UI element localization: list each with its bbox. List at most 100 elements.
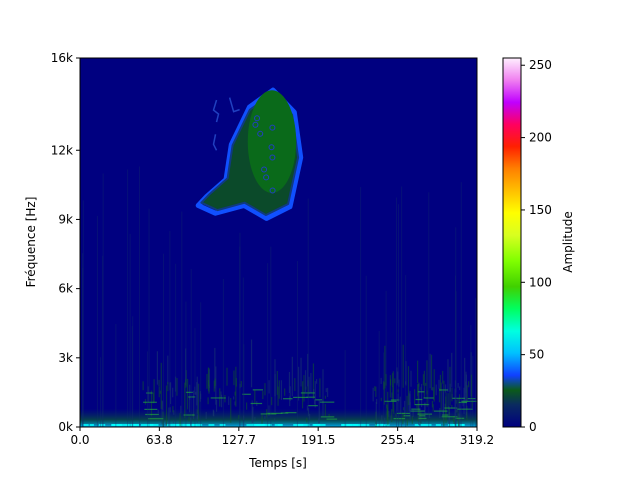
formant-streak — [417, 413, 432, 415]
harmonic-streak — [152, 392, 154, 404]
harmonic-streak — [384, 345, 386, 389]
harmonic-streak — [397, 393, 399, 403]
harmonic-streak — [173, 410, 175, 415]
harmonic-streak — [322, 399, 324, 403]
harmonic-streak — [298, 366, 300, 401]
harmonic-streak — [387, 391, 389, 402]
harmonic-streak — [188, 416, 190, 422]
harmonic-streak — [245, 402, 248, 410]
harmonic-streak — [470, 352, 472, 397]
formant-streak — [403, 415, 411, 417]
low-frequency-streak — [381, 424, 390, 426]
broadband-streak — [81, 253, 83, 427]
harmonic-streak — [307, 408, 310, 417]
broadband-streak — [242, 277, 244, 427]
harmonic-streak — [396, 402, 398, 412]
harmonic-streak — [165, 422, 167, 426]
spectrogram-plot — [79, 57, 478, 428]
blob-outer-contour — [195, 87, 304, 221]
x-tick-label: 255.4 — [380, 433, 414, 447]
colorbar-tick-label: 50 — [529, 348, 544, 362]
formant-streak — [210, 397, 226, 399]
speech-burst-region — [142, 339, 338, 427]
harmonic-streak — [318, 400, 320, 424]
harmonic-streak — [169, 382, 172, 405]
harmonic-streak — [420, 383, 423, 407]
harmonic-streak — [438, 388, 441, 403]
harmonic-streak — [462, 400, 464, 407]
blob-spot — [269, 154, 276, 161]
harmonic-streak — [147, 386, 149, 403]
harmonic-streak — [392, 373, 394, 388]
harmonic-streak — [456, 408, 458, 412]
blob-stroke-low — [212, 134, 218, 151]
formant-streak — [458, 401, 468, 404]
x-tick-label: 0.0 — [70, 433, 89, 447]
broadband-streak — [270, 246, 272, 427]
harmonic-streak — [382, 381, 385, 390]
harmonic-streak — [239, 383, 241, 389]
formant-streak — [461, 400, 477, 402]
harmonic-streak — [424, 402, 426, 423]
broadband-streak — [148, 208, 150, 427]
harmonic-streak — [307, 353, 309, 387]
harmonic-streak — [448, 407, 450, 416]
low-frequency-streak — [129, 424, 140, 426]
formant-streak — [441, 416, 458, 418]
harmonic-streak — [375, 402, 377, 425]
low-frequency-streak — [420, 424, 432, 426]
harmonic-streak — [442, 370, 444, 384]
harmonic-streak — [179, 413, 181, 427]
broadband-streak — [365, 275, 367, 427]
low-frequency-streak — [89, 424, 94, 426]
harmonic-streak — [442, 390, 444, 414]
harmonic-streak — [190, 417, 192, 426]
harmonic-streak — [435, 384, 437, 396]
harmonic-streak — [454, 380, 457, 388]
broadband-streak — [132, 316, 134, 427]
harmonic-streak — [381, 415, 383, 424]
colorbar-tick-label: 100 — [529, 275, 552, 289]
harmonic-streak — [288, 371, 291, 394]
harmonic-streak — [314, 381, 316, 408]
harmonic-streak — [310, 372, 312, 394]
formant-streak — [242, 393, 251, 395]
broadband-streak — [455, 275, 457, 427]
harmonic-streak — [251, 400, 253, 423]
harmonic-streak — [413, 389, 416, 405]
harmonic-streak — [250, 339, 253, 388]
harmonic-streak — [376, 398, 378, 405]
harmonic-streak — [276, 370, 278, 395]
harmonic-streak — [165, 385, 168, 426]
harmonic-streak — [448, 412, 451, 427]
harmonic-streak — [167, 355, 169, 385]
harmonic-streak — [391, 392, 393, 399]
harmonic-streak — [242, 415, 245, 421]
harmonic-streak — [457, 382, 459, 388]
harmonic-streak — [422, 374, 425, 386]
y-axis-ticks: 0k 3k 6k 9k 12k 16k — [51, 51, 80, 434]
harmonic-streak — [426, 360, 428, 395]
harmonic-streak — [194, 386, 196, 395]
formant-streak — [250, 402, 263, 405]
broadband-streak — [96, 215, 98, 427]
formant-streak — [393, 417, 406, 420]
harmonic-streak — [431, 401, 434, 408]
low-frequency-streak — [459, 424, 465, 426]
harmonic-streak — [324, 395, 327, 399]
blob-core — [247, 90, 297, 193]
harmonic-streak — [268, 380, 270, 394]
low-frequency-streak — [342, 424, 353, 426]
harmonic-streak — [402, 407, 405, 411]
harmonic-streak — [328, 413, 330, 417]
harmonic-streak — [185, 379, 187, 388]
low-frequency-streak — [246, 424, 254, 426]
blob-spot — [269, 187, 276, 194]
low-frequency-streak — [208, 424, 215, 426]
formant-streak — [283, 398, 293, 400]
formant-streak — [442, 414, 449, 416]
harmonic-streak — [180, 405, 182, 414]
blob-stroke-mid — [228, 97, 240, 113]
low-frequency-streak — [376, 424, 385, 426]
harmonic-streak — [322, 369, 324, 417]
